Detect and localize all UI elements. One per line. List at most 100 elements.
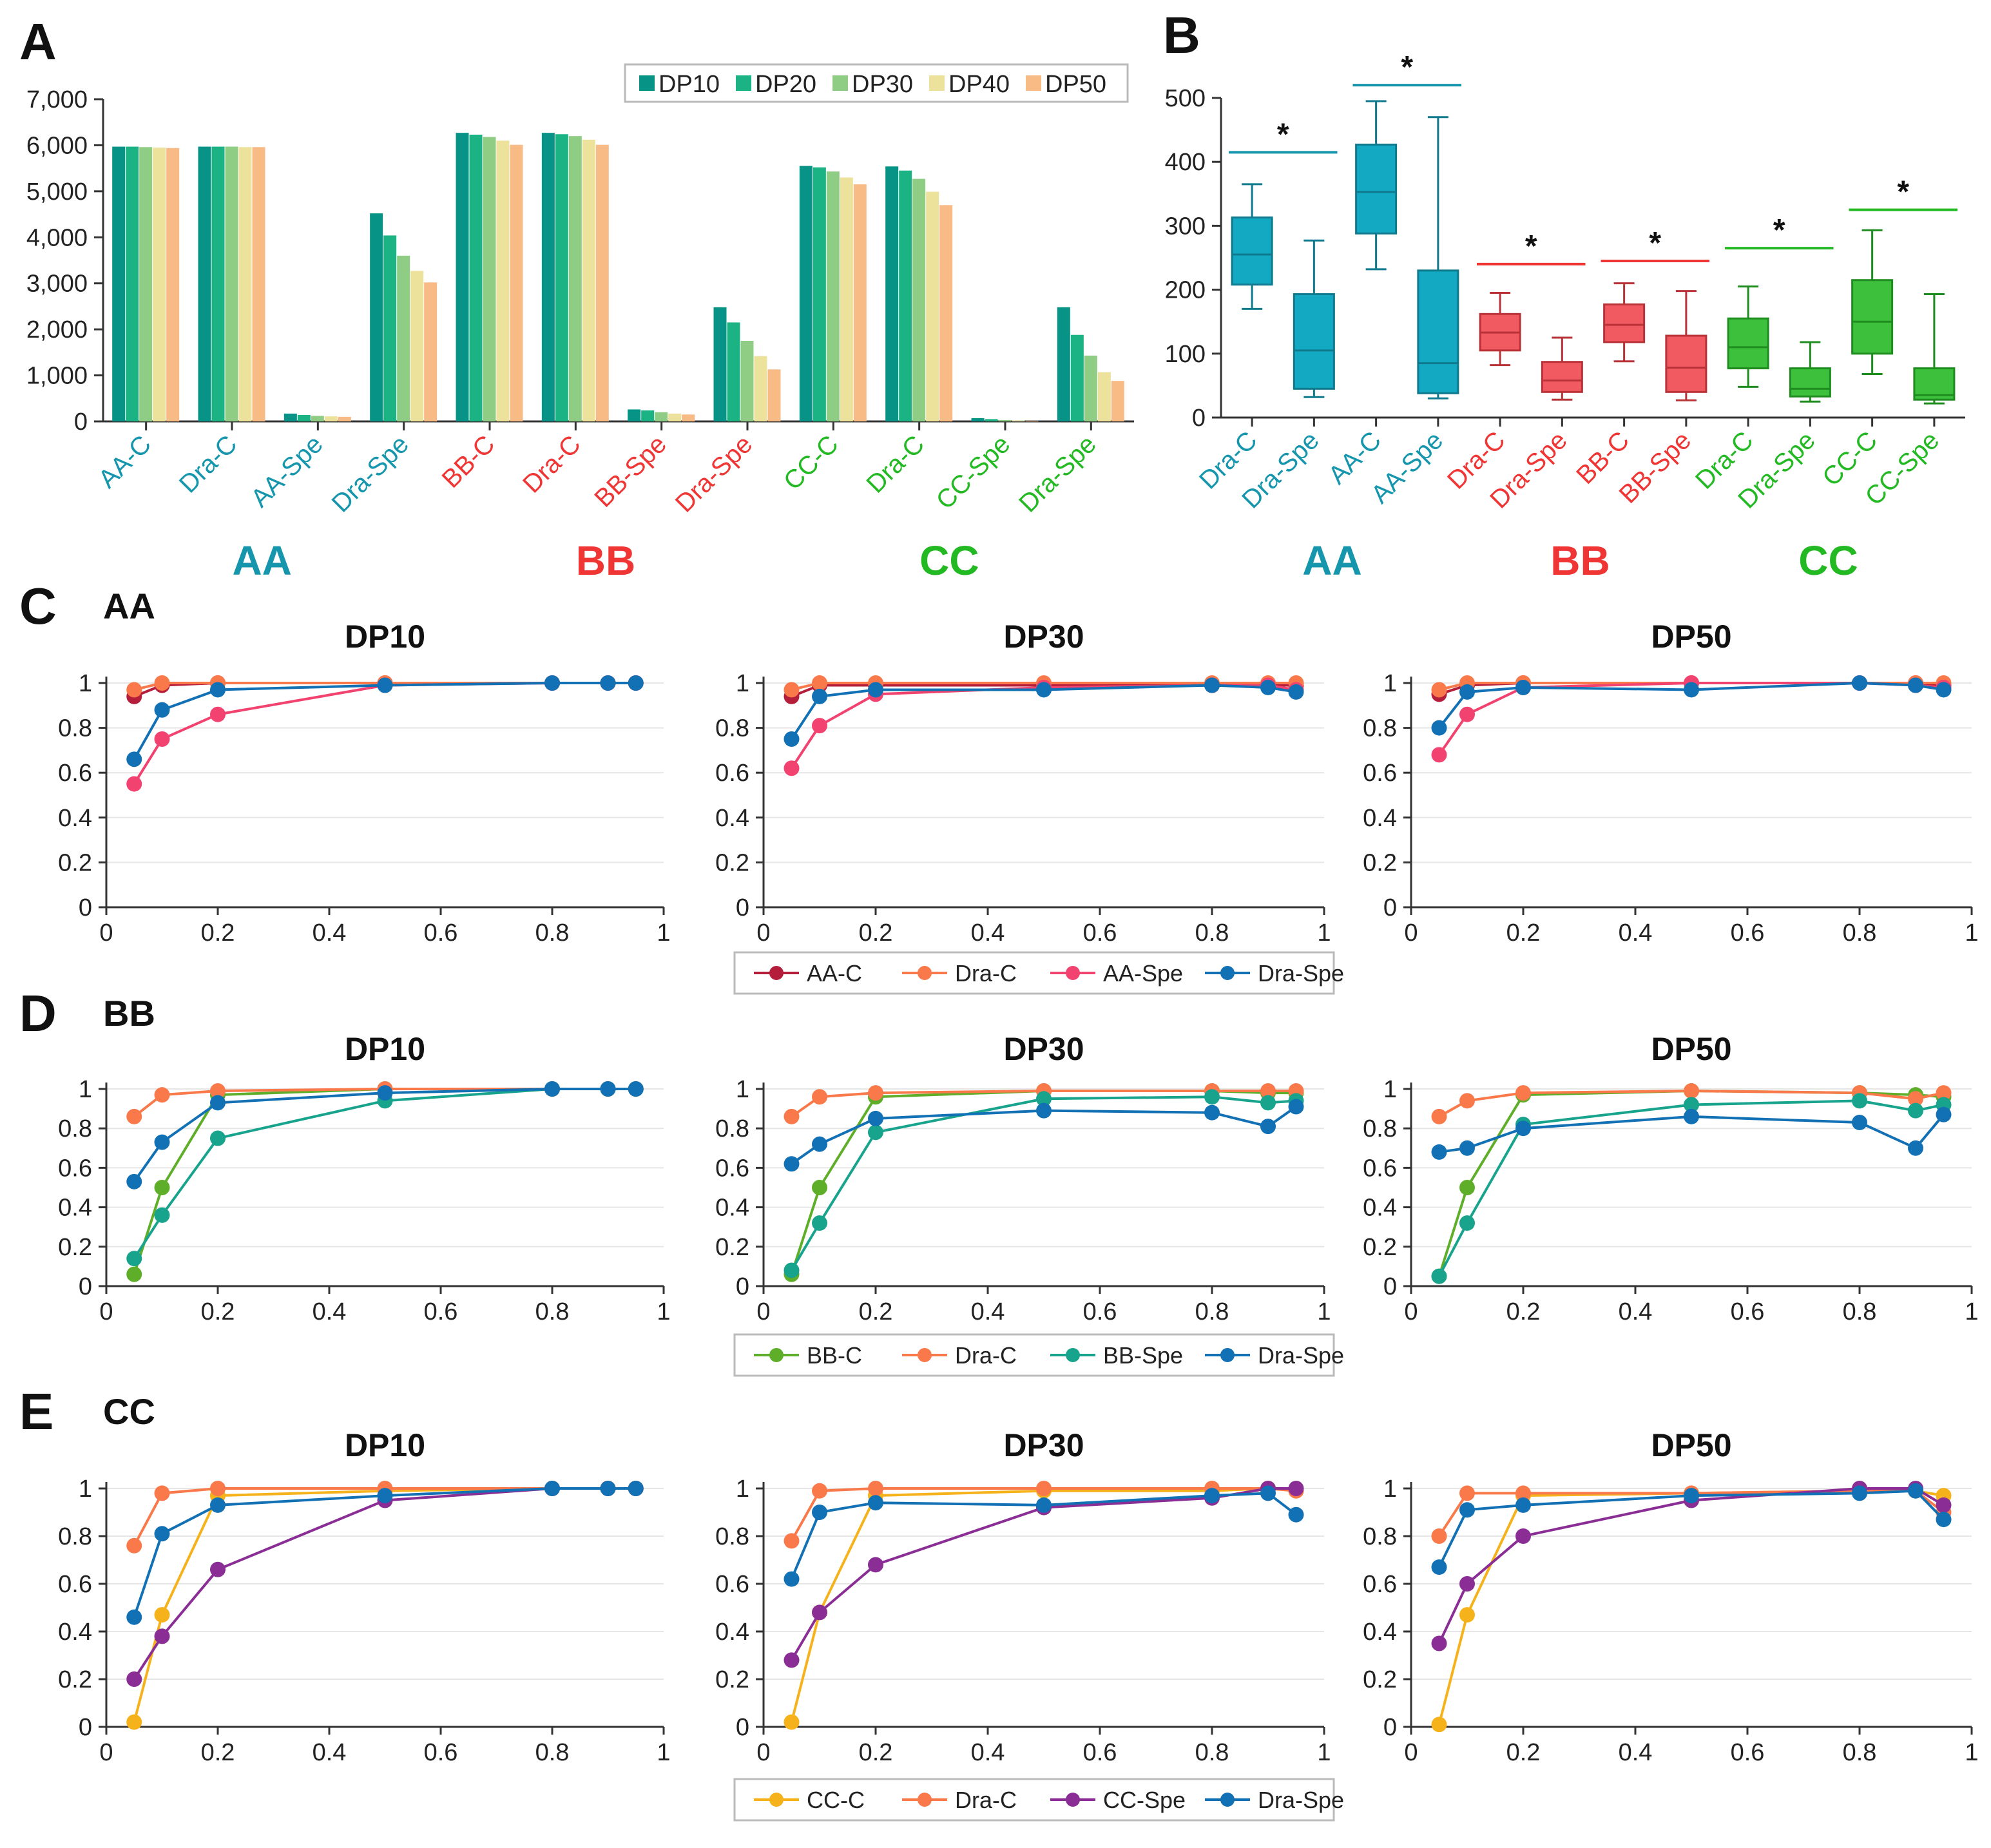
data-point: [154, 675, 170, 691]
data-point: [1936, 1512, 1952, 1528]
x-tick-label: 0.2: [859, 1298, 893, 1325]
x-tick-label: 0.6: [424, 1739, 458, 1766]
y-tick-label: 7,000: [26, 86, 88, 113]
x-tick-label: 0.8: [1843, 1739, 1877, 1766]
y-tick-label: 0.4: [58, 805, 92, 832]
y-tick-label: 1: [1383, 1076, 1397, 1103]
subplot-dp50: DP50 0 0.2 0.4 0.6 0.8 1 0 0.2 0.4 0.6 0.8 1: [1363, 1427, 1978, 1766]
box-body: [1665, 334, 1707, 393]
y-tick-label: 0.2: [58, 849, 92, 876]
x-tick-label: 0.4: [1619, 1739, 1653, 1766]
series-dra-c: [784, 1083, 1304, 1124]
legend-marker: [918, 966, 932, 980]
data-point: [126, 776, 142, 792]
x-tick-label: 0: [99, 919, 113, 947]
series-dra-spe: [1431, 675, 1952, 736]
panel-letter-a: A: [19, 13, 57, 70]
subplot-dp30: DP30 0 0.2 0.4 0.6 0.8 1 0 0.2 0.4 0.6 0.8 1: [715, 619, 1331, 947]
data-point: [126, 1609, 142, 1625]
significance-star: *: [1773, 213, 1785, 247]
data-point: [544, 675, 560, 691]
data-point: [1515, 679, 1531, 695]
x-tick-label: 0.6: [424, 1298, 458, 1325]
x-tick-label: 0: [99, 1739, 113, 1766]
panel-c-line-plots: C AA DP10 0 0.2 0.4 0.6 0.8 1 0 0.2 0.4 0.6 0.8 1 DP30 0…: [19, 577, 1979, 995]
y-tick-label: 0.6: [715, 1571, 749, 1598]
bar-dp10-12: [1057, 307, 1070, 421]
data-point: [868, 682, 883, 698]
legend-label: Dra-C: [955, 960, 1017, 987]
data-point: [784, 1714, 800, 1730]
data-point: [812, 1089, 827, 1105]
bar-dp40-2: [238, 147, 252, 422]
x-tick-label: 0.8: [1195, 1298, 1229, 1325]
x-tick-label: 0.4: [313, 1298, 347, 1325]
y-tick-label: 0: [736, 894, 749, 921]
data-point: [1684, 1083, 1699, 1099]
y-tick-label: 1: [79, 670, 92, 697]
group-label-aa: AA: [232, 537, 291, 584]
data-point: [1431, 720, 1447, 736]
box-body: [1727, 317, 1769, 370]
data-point: [126, 682, 142, 698]
data-point: [1459, 1485, 1475, 1501]
x-tick-label: 0.6: [424, 919, 458, 947]
y-tick-label: 5,000: [26, 178, 88, 206]
y-tick-label: 0.4: [1363, 805, 1397, 832]
box-body: [1231, 217, 1273, 286]
box-body: [1541, 361, 1583, 393]
bar-dp30-9: [826, 171, 840, 421]
data-point: [812, 688, 827, 704]
data-point: [1260, 1083, 1276, 1099]
y-tick-label: 1: [1383, 1476, 1397, 1503]
data-point: [784, 1108, 800, 1124]
y-tick-label: 0.6: [715, 1155, 749, 1182]
data-point: [1204, 677, 1220, 693]
data-point: [1908, 1483, 1923, 1499]
subplot-dp10: DP10 0 0.2 0.4 0.6 0.8 1 0 0.2 0.4 0.6 0.8 1: [58, 1427, 670, 1766]
bar-dp30-2: [225, 146, 238, 422]
box-6: [1541, 336, 1583, 401]
data-point: [628, 1481, 644, 1496]
data-point: [600, 675, 616, 691]
data-point: [1288, 1506, 1304, 1523]
legend-label-dp30: DP30: [852, 71, 913, 98]
y-tick-label: 1: [736, 1076, 749, 1103]
box-11: [1851, 229, 1894, 376]
x-tick-label: 0.2: [201, 1298, 235, 1325]
row-title: CC: [103, 1391, 155, 1432]
series-dra-spe: [784, 1485, 1304, 1587]
y-tick-label: 0: [1383, 1714, 1397, 1741]
series-line: [1438, 1489, 1944, 1725]
data-point: [812, 1505, 827, 1520]
data-point: [1431, 1108, 1447, 1124]
x-tick-label: 0.2: [1506, 1739, 1541, 1766]
data-point: [1459, 1140, 1475, 1156]
bar-dp40-8: [754, 356, 767, 421]
legend-swatch-dp20: [736, 75, 751, 91]
legend-marker: [918, 1793, 932, 1807]
data-point: [154, 1526, 170, 1542]
legend-marker: [1220, 966, 1235, 980]
x-tick-label: 0: [99, 1298, 113, 1325]
x-tick-label: 0.6: [1731, 919, 1765, 947]
y-tick-label: 0: [74, 409, 88, 436]
data-point: [1204, 1089, 1220, 1105]
series-dra-spe: [1431, 1483, 1952, 1575]
legend-label-dp10: DP10: [659, 71, 720, 98]
data-point: [126, 1173, 142, 1189]
y-tick-label: 0.6: [1363, 1571, 1397, 1598]
bar-dp50-2: [252, 147, 265, 422]
data-point: [154, 702, 170, 718]
series-cc-c: [1431, 1483, 1952, 1733]
x-tick-label: 0.4: [1619, 919, 1653, 947]
x-tick-label: 0.2: [859, 1739, 893, 1766]
data-point: [1459, 1093, 1475, 1109]
y-tick-label: 0.2: [715, 1666, 749, 1693]
group-label-cc: CC: [919, 537, 979, 584]
y-tick-label: 0.4: [58, 1195, 92, 1222]
data-point: [868, 1124, 883, 1141]
y-tick-label: 200: [1165, 277, 1206, 304]
data-point: [126, 1108, 142, 1124]
y-tick-label: 4,000: [26, 224, 88, 251]
